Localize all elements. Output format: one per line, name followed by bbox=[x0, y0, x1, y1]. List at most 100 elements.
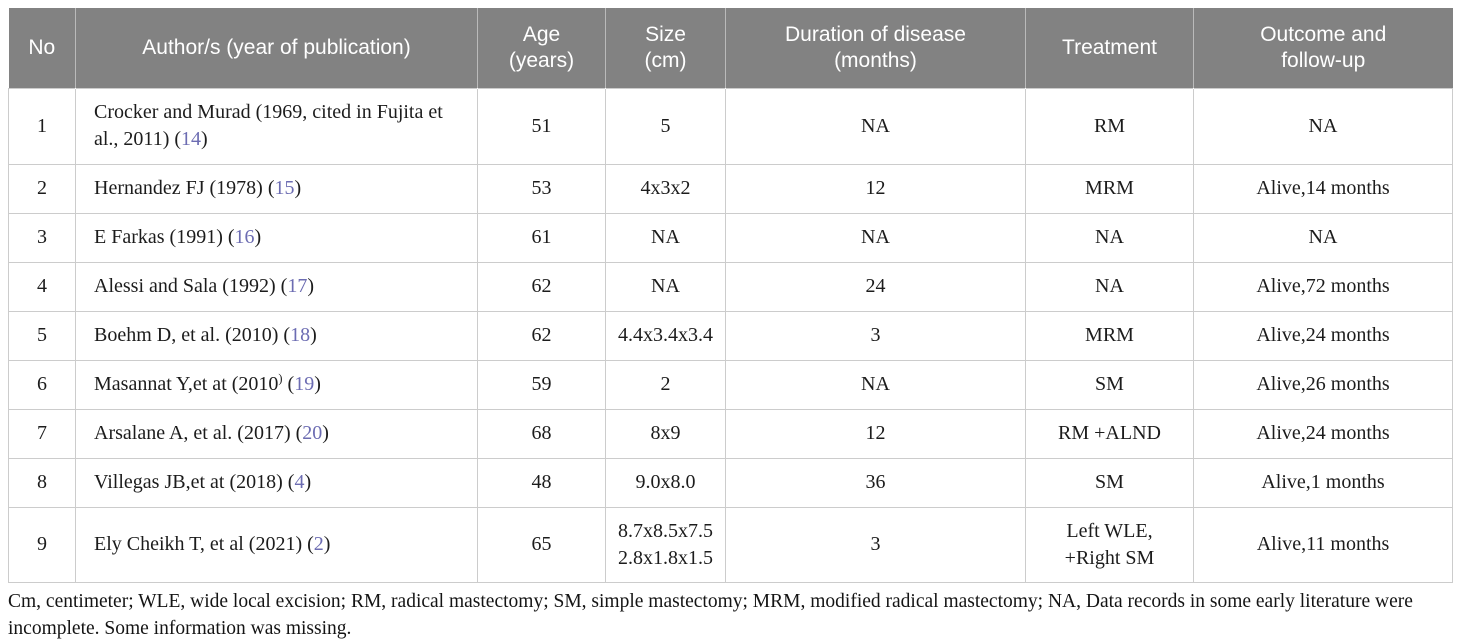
cell-author: Ely Cheikh T, et al (2021) (2) bbox=[75, 506, 478, 583]
cell-author: Masannat Y,et at (2010) (19) bbox=[75, 359, 478, 410]
column-header-duration: Duration of disease (months) bbox=[725, 8, 1026, 88]
citation-link[interactable]: 17 bbox=[287, 275, 308, 297]
cell-duration: NA bbox=[725, 359, 1026, 410]
citation-link[interactable]: 18 bbox=[290, 324, 311, 346]
cell-age: 62 bbox=[477, 261, 606, 312]
cell-size: 2 bbox=[605, 359, 726, 410]
cell-age: 59 bbox=[477, 359, 606, 410]
cell-duration: 24 bbox=[725, 261, 1026, 312]
table-footnote: Cm, centimeter; WLE, wide local excision… bbox=[8, 590, 1413, 640]
header-row: No Author/s (year of publication) Age (yea… bbox=[8, 8, 1453, 88]
table-row: 1 Crocker and Murad (1969, cited in Fujit… bbox=[8, 87, 1453, 165]
table-row: 2 Hernandez FJ (1978) (15) 53 4x3x2 12 MRM Ali… bbox=[8, 163, 1453, 214]
column-header-author: Author/s (year of publication) bbox=[75, 8, 478, 88]
table-row: 6 Masannat Y,et at (2010) (19) 59 2 NA SM Aliv… bbox=[8, 359, 1453, 410]
cell-age: 62 bbox=[477, 310, 606, 361]
table-row: 9 Ely Cheikh T, et al (2021) (2) 65 8.7x8.5… bbox=[8, 506, 1453, 583]
cell-age: 61 bbox=[477, 212, 606, 263]
case-reports-table: No Author/s (year of publication) Age (yea… bbox=[8, 8, 1453, 583]
cell-no: 9 bbox=[8, 506, 76, 583]
cell-no: 5 bbox=[8, 310, 76, 361]
cell-size: NA bbox=[605, 212, 726, 263]
cell-outcome: Alive,14 months bbox=[1193, 163, 1453, 214]
cell-size: NA bbox=[605, 261, 726, 312]
citation-link[interactable]: 2 bbox=[313, 533, 324, 555]
cell-no: 8 bbox=[8, 457, 76, 508]
cell-no: 4 bbox=[8, 261, 76, 312]
table-row: 8 Villegas JB,et at (2018) (4) 48 9.0x8.0 36… bbox=[8, 457, 1453, 508]
table-row: 4 Alessi and Sala (1992) (17) 62 NA 24 NA Aliv… bbox=[8, 261, 1453, 312]
cell-outcome: Alive,26 months bbox=[1193, 359, 1453, 410]
cell-outcome: NA bbox=[1193, 212, 1453, 263]
cell-author: E Farkas (1991) (16) bbox=[75, 212, 478, 263]
cell-author: Alessi and Sala (1992) (17) bbox=[75, 261, 478, 312]
cell-duration: 3 bbox=[725, 310, 1026, 361]
cell-treatment: NA bbox=[1025, 212, 1194, 263]
cell-size: 8.7x8.5x7.5 2.8x1.8x1.5 bbox=[605, 506, 726, 583]
table-row: 5 Boehm D, et al. (2010) (18) 62 4.4x3.4x3.… bbox=[8, 310, 1453, 361]
cell-no: 7 bbox=[8, 408, 76, 459]
cell-no: 2 bbox=[8, 163, 76, 214]
cell-size: 5 bbox=[605, 87, 726, 165]
cell-author: Arsalane A, et al. (2017) (20) bbox=[75, 408, 478, 459]
cell-duration: 36 bbox=[725, 457, 1026, 508]
cell-age: 48 bbox=[477, 457, 606, 508]
cell-no: 1 bbox=[8, 87, 76, 165]
cell-outcome: Alive,1 months bbox=[1193, 457, 1453, 508]
cell-treatment: SM bbox=[1025, 359, 1194, 410]
cell-outcome: Alive,24 months bbox=[1193, 310, 1453, 361]
cell-outcome: Alive,72 months bbox=[1193, 261, 1453, 312]
column-header-size: Size (cm) bbox=[605, 8, 726, 88]
cell-treatment: RM bbox=[1025, 87, 1194, 165]
cell-duration: NA bbox=[725, 87, 1026, 165]
cell-age: 51 bbox=[477, 87, 606, 165]
cell-treatment: RM +ALND bbox=[1025, 408, 1194, 459]
cell-age: 53 bbox=[477, 163, 606, 214]
cell-duration: 12 bbox=[725, 163, 1026, 214]
cell-outcome: Alive,11 months bbox=[1193, 506, 1453, 583]
cell-no: 6 bbox=[8, 359, 76, 410]
cell-treatment: NA bbox=[1025, 261, 1194, 312]
author-text: Ely Cheikh T, et al (2021) bbox=[94, 533, 303, 555]
citation-link[interactable]: 15 bbox=[274, 177, 295, 199]
cell-author: Villegas JB,et at (2018) (4) bbox=[75, 457, 478, 508]
cell-treatment: SM bbox=[1025, 457, 1194, 508]
cell-treatment: Left WLE, +Right SM bbox=[1025, 506, 1194, 583]
author-text: Villegas JB,et at (2018) bbox=[94, 471, 283, 493]
cell-age: 68 bbox=[477, 408, 606, 459]
author-text: Alessi and Sala (1992) bbox=[94, 275, 276, 297]
citation-link[interactable]: 14 bbox=[181, 128, 202, 150]
author-text: Boehm D, et al. (2010) bbox=[94, 324, 279, 346]
author-text: Arsalane A, et al. (2017) bbox=[94, 422, 291, 444]
cell-outcome: Alive,24 months bbox=[1193, 408, 1453, 459]
cell-author: Boehm D, et al. (2010) (18) bbox=[75, 310, 478, 361]
column-header-treatment: Treatment bbox=[1025, 8, 1194, 88]
author-text: Crocker and Murad (1969, cited in Fujita… bbox=[94, 101, 443, 150]
cell-age: 65 bbox=[477, 506, 606, 583]
author-superscript: ) bbox=[278, 371, 283, 386]
cell-author: Crocker and Murad (1969, cited in Fujita… bbox=[75, 87, 478, 165]
cell-size: 9.0x8.0 bbox=[605, 457, 726, 508]
cell-treatment: MRM bbox=[1025, 310, 1194, 361]
cell-duration: 3 bbox=[725, 506, 1026, 583]
column-header-no: No bbox=[8, 8, 76, 88]
author-text: Masannat Y,et at (2010 bbox=[94, 373, 279, 395]
author-text: Hernandez FJ (1978) bbox=[94, 177, 263, 199]
citation-link[interactable]: 16 bbox=[234, 226, 255, 248]
cell-author: Hernandez FJ (1978) (15) bbox=[75, 163, 478, 214]
cell-duration: 12 bbox=[725, 408, 1026, 459]
author-text: E Farkas (1991) bbox=[94, 226, 223, 248]
table-body: 1 Crocker and Murad (1969, cited in Fujit… bbox=[8, 87, 1453, 583]
citation-link[interactable]: 4 bbox=[294, 471, 305, 493]
cell-duration: NA bbox=[725, 212, 1026, 263]
cell-outcome: NA bbox=[1193, 87, 1453, 165]
cell-no: 3 bbox=[8, 212, 76, 263]
citation-link[interactable]: 19 bbox=[294, 373, 315, 395]
cell-size: 8x9 bbox=[605, 408, 726, 459]
column-header-age: Age (years) bbox=[477, 8, 606, 88]
cell-size: 4.4x3.4x3.4 bbox=[605, 310, 726, 361]
cell-size: 4x3x2 bbox=[605, 163, 726, 214]
citation-link[interactable]: 20 bbox=[302, 422, 323, 444]
